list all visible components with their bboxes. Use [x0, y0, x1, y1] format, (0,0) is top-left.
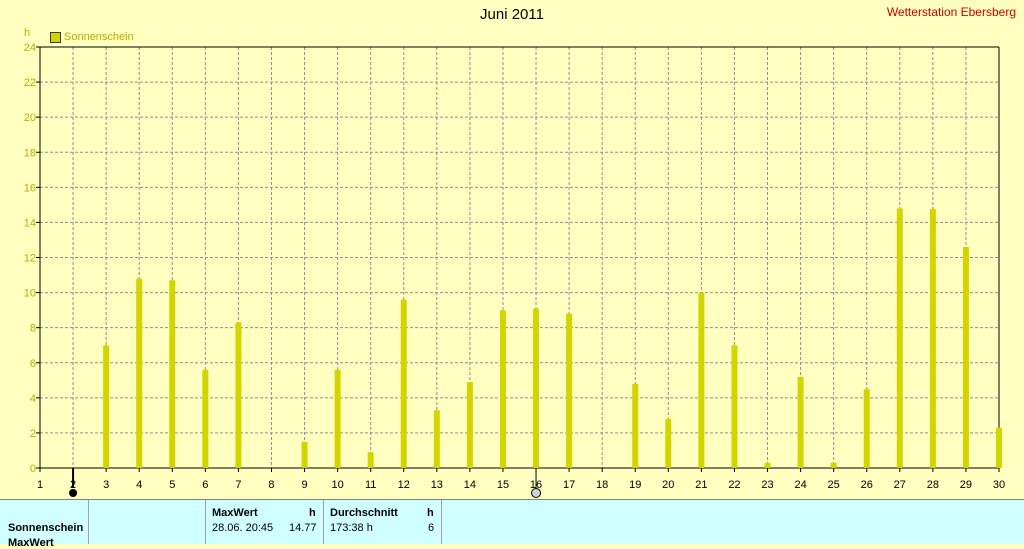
panel-separator: [88, 500, 89, 544]
y-tick-label: 12: [24, 253, 36, 265]
x-tick-label: 29: [960, 479, 972, 491]
avg-unit: h: [427, 507, 434, 519]
x-tick-label: 28: [927, 479, 939, 491]
panel-separator: [205, 500, 206, 544]
panel-separator: [323, 500, 324, 544]
legend-label: Sonnenschein: [64, 31, 134, 43]
y-unit-label: h: [24, 27, 31, 39]
y-tick-label: 10: [24, 288, 36, 300]
y-tick-label: 18: [24, 147, 36, 159]
bar: [929, 208, 936, 468]
x-tick-label: 8: [268, 479, 274, 491]
x-tick-label: 20: [662, 479, 674, 491]
bar: [301, 441, 308, 468]
max-datetime: 28.06. 20:45: [212, 522, 274, 534]
row-label-maxwert-partial: MaxWert: [8, 537, 54, 549]
station-name: Wetterstation Ebersberg: [886, 5, 1016, 19]
x-tick-label: 23: [761, 479, 773, 491]
avg-total: 173:38 h: [330, 522, 373, 534]
x-tick-label: 13: [431, 479, 443, 491]
bar: [202, 369, 209, 468]
x-tick-label: 9: [301, 479, 307, 491]
bar: [632, 383, 639, 468]
bar: [533, 308, 540, 468]
x-tick-label: 5: [169, 479, 175, 491]
bar: [962, 246, 969, 468]
bar: [830, 462, 837, 468]
x-tick-label: 1: [37, 479, 43, 491]
avg-value: 6: [428, 522, 435, 534]
x-tick-label: 22: [728, 479, 740, 491]
y-tick-label: 16: [24, 182, 36, 194]
bar: [996, 427, 1002, 468]
x-tick-label: 17: [563, 479, 575, 491]
chart-title: Juni 2011: [480, 6, 544, 23]
y-tick-label: 2: [30, 428, 36, 440]
x-tick-label: 27: [894, 479, 906, 491]
y-tick-label: 8: [30, 323, 36, 335]
x-tick-label: 10: [331, 479, 343, 491]
x-tick-label: 30: [993, 479, 1005, 491]
bar: [433, 410, 440, 468]
bar: [731, 345, 738, 468]
y-tick-label: 0: [30, 463, 36, 475]
x-tick-label: 21: [695, 479, 707, 491]
bar: [764, 462, 771, 468]
x-tick-label: 4: [136, 479, 142, 491]
bar: [665, 418, 672, 468]
max-header: MaxWert: [212, 507, 258, 519]
cursor-marker-filled: [69, 489, 78, 497]
bar: [136, 278, 143, 468]
y-tick-label: 4: [30, 393, 36, 405]
x-tick-label: 14: [464, 479, 476, 491]
bar: [466, 382, 473, 468]
legend: Sonnenschein: [50, 31, 134, 43]
bar: [400, 299, 407, 468]
panel-separator: [441, 500, 442, 544]
row-label-sunshine: Sonnenschein: [8, 522, 84, 534]
x-tick-label: 25: [828, 479, 840, 491]
x-tick-label: 18: [596, 479, 608, 491]
y-tick-label: 24: [24, 42, 36, 54]
bar: [896, 208, 903, 468]
y-tick-label: 6: [30, 358, 36, 370]
x-tick-label: 12: [398, 479, 410, 491]
legend-swatch: [50, 31, 61, 43]
x-tick-label: 6: [202, 479, 208, 491]
max-unit: h: [309, 507, 316, 519]
bar: [169, 280, 176, 468]
y-tick-label: 14: [24, 217, 36, 229]
bar: [566, 313, 573, 468]
x-tick-label: 11: [365, 479, 376, 491]
avg-header: Durchschnitt: [330, 507, 398, 519]
chart-svg: 0246810121416182022241234567891011121314…: [24, 42, 1005, 498]
bar: [698, 292, 705, 468]
y-tick-label: 20: [24, 112, 36, 124]
stats-panel: Sonnenschein MaxWert MaxWert h 28.06. 20…: [0, 499, 1024, 549]
x-tick-label: 26: [861, 479, 873, 491]
cursor-marker-hollow: [531, 488, 542, 498]
x-tick-label: 19: [629, 479, 641, 491]
x-tick-label: 24: [794, 479, 806, 491]
bar: [235, 322, 242, 468]
x-tick-label: 3: [103, 479, 109, 491]
x-tick-label: 15: [497, 479, 509, 491]
bar: [334, 369, 341, 468]
bar: [103, 345, 110, 468]
bar: [367, 452, 374, 468]
max-value: 14.77: [289, 522, 317, 534]
x-tick-label: 7: [235, 479, 241, 491]
bar: [797, 376, 804, 468]
y-tick-label: 22: [24, 77, 36, 89]
bar: [499, 310, 506, 468]
bar: [863, 389, 870, 468]
